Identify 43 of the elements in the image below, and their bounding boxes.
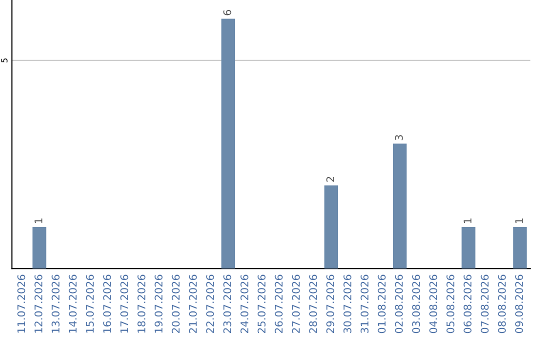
data-label: 3 [394,135,403,140]
y-tick-label: 5 [1,58,8,62]
x-tick-label: 22.07.2026 [206,274,214,334]
x-tick-label: 06.08.2026 [464,274,472,334]
x-tick-label: 14.07.2026 [68,274,77,333]
bar [32,226,46,269]
x-tick-label: 19.07.2026 [154,274,163,333]
x-tick-label: 20.07.2026 [172,274,180,334]
x-tick-label: 30.07.2026 [343,274,352,334]
x-tick-label: 28.07.2026 [309,274,318,334]
x-tick-label: 26.07.2026 [274,274,283,334]
x-tick-label: 02.08.2026 [394,274,403,334]
bar [462,226,476,269]
data-label: 1 [515,218,523,224]
x-tick-label: 31.07.2026 [360,274,369,334]
x-tick-label: 16.07.2026 [103,274,112,333]
x-tick-label: 08.08.2026 [498,274,506,334]
data-label: 1 [34,218,42,224]
x-tick-label: 04.08.2026 [429,274,438,334]
x-tick-label: 05.08.2026 [446,274,454,334]
bar [513,226,527,269]
x-tick-label: 15.07.2026 [86,274,94,333]
x-tick-label: 12.07.2026 [34,274,42,333]
bar [392,144,407,269]
x-tick-label: 29.07.2026 [326,274,334,334]
x-tick-label: 24.07.2026 [240,274,248,334]
data-label: 1 [464,218,472,224]
x-tick-label: 07.08.2026 [480,274,489,334]
x-tick-label: 21.07.2026 [188,274,197,334]
bar [221,18,236,269]
x-tick-label: 18.07.2026 [137,274,146,333]
data-label: 2 [326,176,334,182]
x-tick-label: 09.08.2026 [515,274,524,334]
x-tick-label: 23.07.2026 [223,274,232,334]
bar [324,185,338,269]
data-label: 6 [223,10,232,16]
x-tick-label: 13.07.2026 [52,274,60,333]
x-tick-label: 03.08.2026 [412,274,420,334]
x-tick-label: 01.08.2026 [378,274,386,334]
x-tick-label: 25.07.2026 [258,274,266,334]
x-tick-label: 17.07.2026 [120,274,128,333]
x-tick-label: 11.07.2026 [17,274,26,333]
x-tick-label: 27.07.2026 [292,274,300,334]
